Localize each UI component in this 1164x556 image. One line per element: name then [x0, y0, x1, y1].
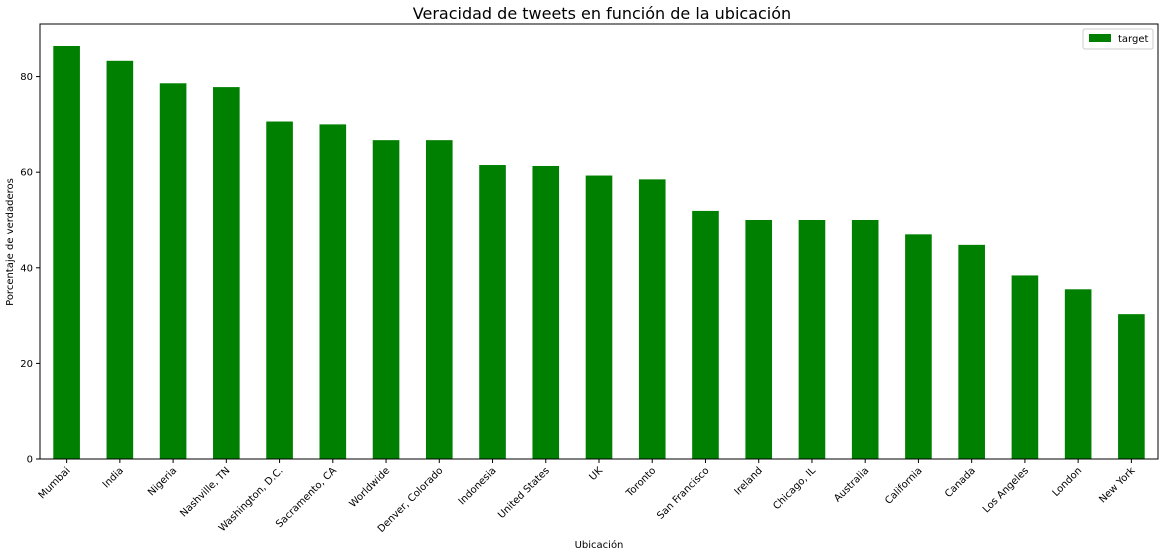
chart-title: Veracidad de tweets en función de la ubi…	[413, 4, 791, 23]
bar-chicago-il	[798, 219, 826, 459]
bar-uk	[585, 175, 613, 460]
x-tick-label: Australia	[832, 465, 871, 504]
x-tick-label: Chicago, IL	[771, 465, 818, 512]
legend: target	[1082, 28, 1154, 50]
y-tick-label: 0	[27, 455, 33, 466]
bar-australia	[851, 219, 879, 459]
bar-indonesia	[479, 165, 506, 459]
x-tick-label: India	[101, 465, 126, 490]
x-tick-label: UK	[588, 465, 606, 483]
bar-california	[905, 234, 932, 459]
x-tick-label: California	[883, 465, 924, 506]
y-tick-label: 40	[20, 263, 33, 274]
bar-toronto	[638, 179, 666, 459]
plot-area	[53, 45, 1145, 460]
bar-canada	[958, 244, 985, 459]
y-tick-label: 80	[20, 72, 33, 83]
y-tick-label: 20	[20, 359, 33, 370]
bar-washington-d-c	[266, 121, 293, 460]
x-tick-label: Nashville, TN	[178, 465, 232, 519]
x-axis: Mumbai India Nigeria Nashville, TNWashingto…	[37, 459, 1138, 535]
bar-sacramento-ca	[319, 124, 347, 459]
bar-united-states	[532, 165, 560, 459]
legend-label: target	[1118, 34, 1148, 45]
x-tick-label: New York	[1097, 465, 1137, 505]
x-tick-label: Canada	[943, 465, 978, 500]
x-tick-label: San Francisco	[655, 465, 711, 521]
x-tick-label: Indonesia	[457, 465, 499, 507]
x-tick-label: Mumbai	[37, 465, 73, 501]
bar-london	[1064, 289, 1092, 459]
x-axis-label: Ubicación	[575, 539, 624, 551]
x-tick-label: Los Angeles	[981, 465, 1031, 515]
bar-india	[106, 60, 134, 460]
bar-mumbai	[53, 45, 80, 459]
y-axis-label: Porcentaje de verdaderos	[5, 178, 16, 306]
bar-los-angeles	[1011, 275, 1039, 459]
y-tick-label: 60	[20, 168, 33, 179]
bar-san-francisco	[692, 210, 719, 459]
x-tick-label: Toronto	[624, 465, 659, 500]
y-axis: 0 20 40 60 80	[20, 72, 40, 466]
x-tick-label: London	[1051, 465, 1085, 499]
x-tick-label: Ireland	[733, 465, 765, 497]
bar-nashville-tn	[213, 87, 240, 459]
bar-worldwide	[372, 140, 400, 459]
bar-nigeria	[159, 83, 187, 460]
x-tick-label: Sacramento, CA	[274, 465, 339, 530]
bar-ireland	[745, 219, 773, 459]
bar-denver-colorado	[425, 140, 453, 459]
legend-swatch	[1089, 34, 1111, 42]
x-tick-label: Nigeria	[146, 465, 179, 498]
bar-new-york	[1118, 314, 1145, 459]
x-tick-label: Worldwide	[348, 465, 393, 510]
x-tick-label: United States	[496, 465, 552, 521]
